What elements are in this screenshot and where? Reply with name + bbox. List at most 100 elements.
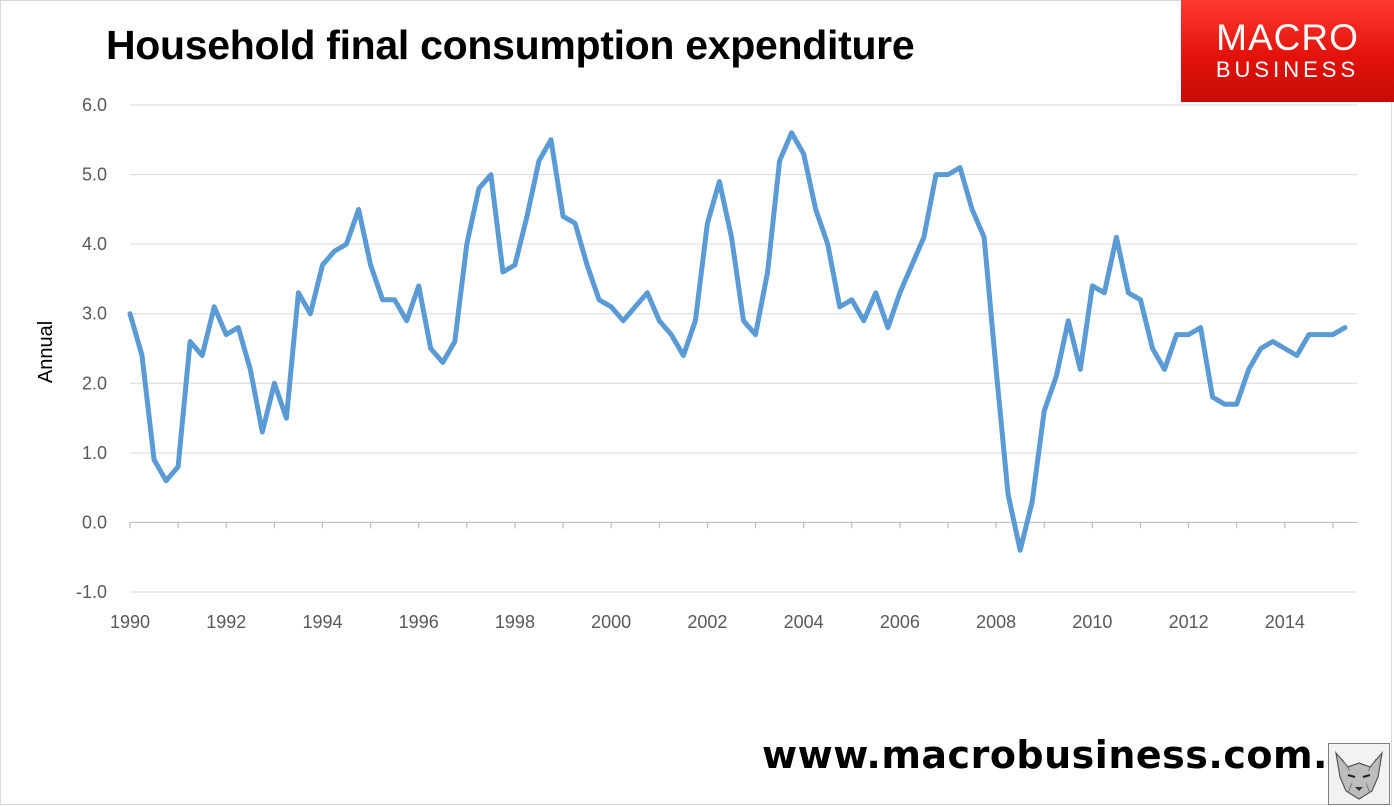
data-point	[1223, 402, 1227, 406]
data-point	[1174, 332, 1179, 337]
wolf-emblem	[1328, 743, 1390, 805]
data-point	[1186, 332, 1191, 337]
data-point	[802, 152, 806, 156]
x-tick-label: 2004	[784, 612, 824, 632]
data-point	[645, 291, 649, 295]
data-point	[898, 291, 902, 295]
data-point	[777, 159, 782, 163]
data-point	[970, 207, 974, 211]
data-point	[453, 339, 457, 344]
data-point	[934, 172, 938, 177]
x-tick-label: 2002	[687, 612, 727, 632]
data-point	[633, 305, 637, 309]
gridlines	[130, 104, 1357, 593]
data-point	[1283, 346, 1287, 351]
data-point	[1126, 291, 1131, 295]
data-point	[1102, 291, 1106, 295]
series-line	[127, 130, 1348, 553]
data-point	[669, 332, 673, 337]
data-point	[886, 326, 890, 330]
data-point	[1259, 346, 1263, 351]
chart-title: Household final consumption expenditure	[106, 22, 915, 68]
data-point	[573, 221, 577, 225]
macrobusiness-logo: MACRO BUSINESS	[1181, 0, 1394, 102]
data-point	[838, 305, 842, 309]
data-point	[1319, 332, 1323, 337]
data-point	[1054, 374, 1058, 378]
data-point	[320, 263, 325, 267]
data-point	[1150, 346, 1155, 351]
data-point	[140, 353, 144, 358]
data-point	[381, 298, 385, 302]
y-axis-tick-labels: -1.0 0.0 1.0 2.0 3.0 4.0 5.0 6.0	[76, 95, 107, 602]
data-point	[814, 207, 818, 211]
data-point	[681, 353, 685, 358]
data-point	[525, 214, 529, 218]
logo-line-macro: MACRO	[1216, 17, 1359, 58]
data-point	[152, 458, 156, 462]
x-tick-label: 1992	[206, 612, 246, 632]
data-point	[1199, 326, 1203, 330]
x-tick-label: 2010	[1072, 612, 1112, 632]
data-point	[1042, 409, 1046, 413]
data-point	[717, 179, 722, 184]
data-point	[441, 360, 445, 365]
data-point	[705, 221, 710, 225]
data-point	[753, 332, 758, 337]
data-point	[910, 263, 914, 267]
data-point	[862, 319, 866, 323]
data-point	[1066, 319, 1070, 323]
series-group	[127, 130, 1348, 553]
data-point	[741, 319, 746, 323]
x-tick-label: 2014	[1265, 612, 1305, 632]
data-point	[1114, 235, 1119, 239]
data-point	[982, 235, 986, 239]
data-point	[489, 172, 493, 177]
data-point	[1006, 493, 1010, 497]
data-point	[405, 319, 409, 323]
data-point	[1307, 332, 1311, 337]
data-point	[994, 367, 998, 371]
y-tick-label: 3.0	[82, 304, 107, 324]
website-url: www.macrobusiness.com.au	[762, 733, 1382, 777]
y-tick-label: 4.0	[82, 234, 107, 254]
data-point	[537, 159, 541, 163]
data-point	[874, 291, 878, 295]
data-point	[1138, 298, 1143, 302]
data-point	[308, 312, 313, 316]
x-tick-label: 2012	[1169, 612, 1209, 632]
data-point	[765, 270, 770, 274]
y-axis-label: Annual	[35, 321, 57, 383]
data-point	[1331, 332, 1335, 337]
data-point	[356, 207, 361, 211]
data-point	[296, 291, 301, 295]
data-point	[790, 131, 794, 135]
y-tick-label: 0.0	[82, 512, 107, 532]
y-tick-label: -1.0	[76, 582, 107, 602]
data-point	[826, 242, 830, 246]
data-point	[128, 312, 132, 316]
data-point	[621, 319, 625, 323]
x-tick-label: 1998	[495, 612, 535, 632]
data-point	[729, 235, 734, 239]
y-tick-label: 2.0	[82, 373, 107, 393]
x-axis	[129, 521, 1357, 529]
data-point	[501, 270, 505, 274]
data-point	[1090, 284, 1094, 288]
x-axis-tick-labels: 1990 1992 1994 1996 1998 2000 2002 2004 2006 2008…	[110, 612, 1305, 632]
data-point	[272, 381, 276, 385]
x-tick-label: 1990	[110, 612, 150, 632]
data-point	[176, 465, 180, 469]
data-point	[1018, 548, 1022, 552]
y-tick-label: 5.0	[82, 165, 107, 185]
data-point	[1211, 395, 1215, 399]
y-tick-label: 6.0	[82, 95, 107, 115]
x-tick-label: 2006	[880, 612, 920, 632]
data-point	[1295, 353, 1299, 358]
data-point	[477, 186, 481, 191]
data-point	[417, 284, 421, 288]
data-point	[344, 242, 349, 246]
data-point	[850, 298, 854, 302]
data-point	[549, 138, 553, 142]
data-point	[1162, 367, 1167, 371]
